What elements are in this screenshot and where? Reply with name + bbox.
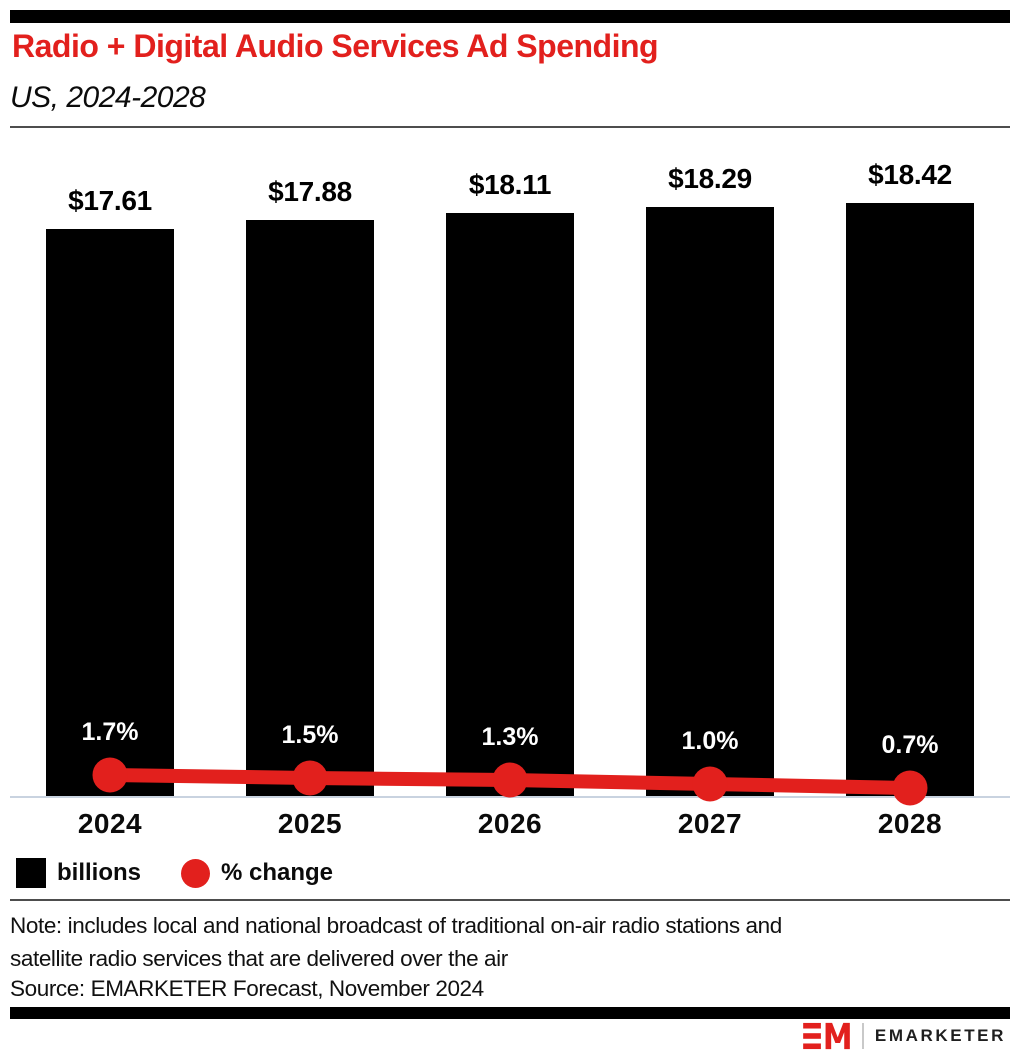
legend-item-pct-change: % change [181,858,334,888]
legend: billions % change [16,858,333,888]
pct-change-label-2027: 1.0% [681,727,739,755]
em-logo-icon [803,1022,850,1050]
line-dot-2025 [292,760,328,796]
page-subtitle: US, 2024-2028 [10,81,206,114]
x-axis-label-2028: 2028 [877,808,943,839]
brand-footer: EMARKETER [803,1022,1006,1050]
legend-divider [10,899,1010,901]
source-text: Source: EMARKETER Forecast, November 202… [10,976,484,1001]
bar-value-label-2024: $17.61 [68,185,152,216]
legend-item-billions: billions [16,858,141,888]
bar-value-label-2028: $18.42 [868,159,952,190]
line-dot-swatch-icon [181,858,210,888]
pct-change-label-2026: 1.3% [481,723,539,751]
x-axis-label-2027: 2027 [677,808,743,839]
pct-change-label-2028: 0.7% [881,731,939,759]
x-axis-label-2024: 2024 [77,808,143,839]
bar-swatch-icon [16,858,46,888]
bar-value-label-2027: $18.29 [668,163,752,194]
bottom-border-bar [10,1007,1010,1019]
bar-2027 [646,207,774,796]
legend-label-billions: billions [57,859,141,886]
line-dot-2024 [92,757,128,793]
pct-change-line-layer [92,757,928,806]
x-axis-label-2026: 2026 [477,808,543,839]
bar-2026 [446,213,574,796]
title-divider [10,126,1010,128]
note-line-2: satellite radio services that are delive… [10,946,508,971]
pct-change-label-2025: 1.5% [281,721,339,749]
bar-2024 [46,229,174,796]
chart-area: $17.61 1.7% 2024 $17.88 1.5% 2025 $18.11 1.3% 20… [10,140,1010,846]
brand-divider [861,1023,864,1049]
legend-label-pct-change: % change [221,859,334,886]
line-dot-2027 [692,766,728,802]
bar-2025 [246,220,374,796]
page-title: Radio + Digital Audio Services Ad Spendi… [12,28,659,64]
bar-value-label-2026: $18.11 [468,169,552,200]
note-text: Note: includes local and national broadc… [10,909,782,975]
brand-wordmark: EMARKETER [874,1026,1006,1045]
bar-value-label-2025: $17.88 [268,176,352,207]
note-line-1: Note: includes local and national broadc… [10,913,782,938]
line-dot-2028 [892,770,928,806]
x-axis-label-2025: 2025 [277,808,343,839]
top-border-bar [10,10,1010,23]
bar-2028 [846,203,974,796]
line-dot-2026 [492,762,528,798]
pct-change-label-2024: 1.7% [81,718,139,746]
